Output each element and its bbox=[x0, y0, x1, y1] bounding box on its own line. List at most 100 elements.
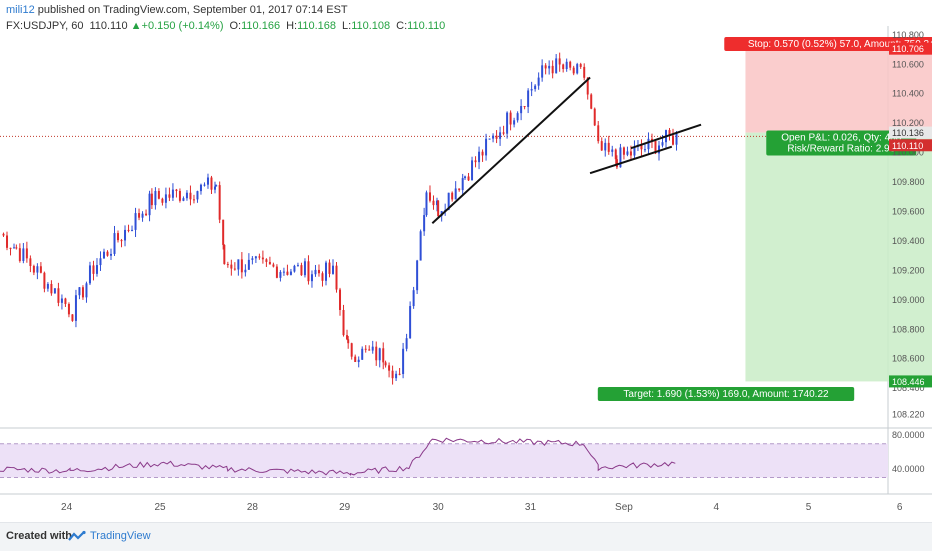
candle bbox=[258, 256, 261, 258]
rsi-line bbox=[0, 437, 676, 476]
rsi-tick: 80.0000 bbox=[892, 430, 925, 440]
candle bbox=[432, 200, 435, 206]
candle bbox=[2, 233, 5, 236]
candle bbox=[85, 283, 88, 298]
candle bbox=[339, 289, 342, 311]
stop-price-tag-bg bbox=[889, 42, 932, 55]
candle bbox=[458, 188, 461, 191]
candle bbox=[622, 147, 625, 155]
candle bbox=[175, 189, 178, 191]
open-label: O: bbox=[229, 20, 242, 32]
candle bbox=[586, 77, 589, 95]
candle bbox=[161, 198, 164, 203]
candle bbox=[499, 132, 502, 139]
candle bbox=[437, 200, 440, 217]
price-tick: 108.800 bbox=[892, 324, 925, 334]
candle bbox=[467, 176, 470, 181]
candle bbox=[324, 262, 327, 281]
pnl-label-text: Risk/Reward Ratio: 2.96 bbox=[787, 144, 895, 155]
candle bbox=[307, 261, 310, 282]
candle bbox=[210, 177, 213, 190]
up-arrow-icon: ▲ bbox=[130, 20, 142, 32]
candle bbox=[405, 338, 408, 349]
candle bbox=[154, 191, 157, 206]
rsi-tick: 40.0000 bbox=[892, 464, 925, 474]
candle bbox=[412, 290, 415, 307]
candle bbox=[342, 310, 345, 336]
last-price: 110.110 bbox=[89, 20, 128, 32]
candle bbox=[600, 141, 603, 151]
candle bbox=[314, 269, 317, 275]
candle bbox=[555, 58, 558, 74]
candle bbox=[375, 346, 378, 361]
target-price-tag-bg bbox=[889, 375, 932, 388]
candle bbox=[675, 132, 678, 145]
candle bbox=[481, 151, 484, 156]
candle bbox=[640, 144, 643, 150]
candle bbox=[388, 365, 391, 371]
candle bbox=[150, 193, 153, 206]
candle bbox=[106, 251, 109, 256]
date-tick: 25 bbox=[155, 502, 167, 513]
candle bbox=[134, 213, 137, 230]
candle bbox=[127, 229, 130, 231]
candle bbox=[131, 229, 134, 231]
candle bbox=[317, 269, 320, 274]
candle bbox=[46, 283, 49, 289]
stop-price-tag: 110.706 bbox=[892, 44, 924, 54]
candle bbox=[251, 258, 254, 260]
candle bbox=[384, 362, 387, 366]
candle bbox=[185, 192, 188, 199]
candle bbox=[215, 185, 218, 187]
candle bbox=[611, 149, 614, 152]
author-link[interactable]: mili12 bbox=[6, 4, 35, 16]
price-tick: 109.200 bbox=[892, 265, 925, 275]
candle bbox=[391, 370, 394, 379]
candle bbox=[668, 130, 671, 136]
candle bbox=[572, 67, 575, 74]
candle bbox=[590, 94, 593, 109]
candle bbox=[672, 135, 675, 145]
candle bbox=[471, 160, 474, 181]
pnl-label-text: Open P&L: 0.026, Qty: 438 bbox=[781, 133, 902, 144]
candle bbox=[113, 233, 116, 254]
candle bbox=[237, 259, 240, 270]
candle bbox=[626, 151, 629, 155]
tradingview-brand[interactable]: TradingView bbox=[90, 530, 151, 542]
candle bbox=[447, 192, 450, 211]
candle bbox=[614, 149, 617, 160]
candle bbox=[222, 219, 225, 245]
candle bbox=[218, 185, 221, 220]
price-tick: 110.600 bbox=[892, 59, 924, 69]
rsi-band bbox=[0, 443, 888, 478]
candle bbox=[92, 265, 95, 274]
price-tick: 108.220 bbox=[892, 410, 925, 420]
stop-label-text: Stop: 0.570 (0.52%) 57.0, Amount: 750.34 bbox=[748, 39, 932, 50]
candle bbox=[650, 138, 653, 141]
candle bbox=[619, 147, 622, 168]
candle bbox=[67, 303, 70, 315]
candle bbox=[102, 251, 105, 259]
last-price-tag-bg bbox=[889, 139, 932, 152]
candle bbox=[371, 346, 374, 351]
last-price-tag: 110.110 bbox=[892, 141, 923, 151]
candle bbox=[643, 149, 646, 151]
candle bbox=[36, 266, 39, 273]
price-chart[interactable]: Stop: 0.570 (0.52%) 57.0, Amount: 750.34… bbox=[0, 0, 932, 522]
candle bbox=[110, 253, 112, 256]
candle bbox=[303, 261, 306, 276]
candle bbox=[168, 194, 171, 198]
candle bbox=[275, 266, 278, 278]
created-with-label: Created with bbox=[6, 530, 73, 542]
candle bbox=[506, 112, 509, 134]
candle bbox=[502, 132, 505, 134]
target-label-text: Target: 1.690 (1.53%) 169.0, Amount: 174… bbox=[623, 389, 829, 400]
candle bbox=[6, 235, 9, 248]
candle bbox=[398, 373, 401, 375]
candle bbox=[495, 135, 498, 139]
candle bbox=[53, 288, 56, 294]
stop-zone bbox=[745, 48, 932, 133]
price-tick: 110.200 bbox=[892, 118, 924, 128]
date-tick: 29 bbox=[339, 502, 351, 513]
candle bbox=[99, 258, 102, 266]
